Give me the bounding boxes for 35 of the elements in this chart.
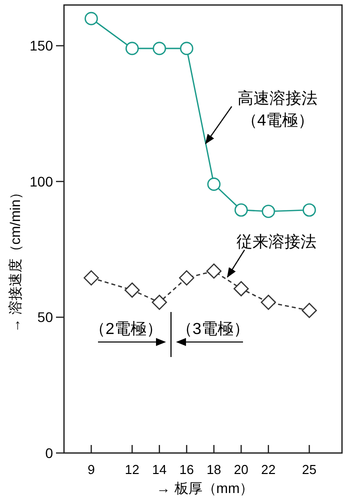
x-tick-label: 25: [302, 462, 317, 477]
annotation: （4電極）: [241, 111, 314, 130]
annotation: （3電極）: [176, 320, 250, 338]
point: [302, 203, 316, 217]
x-tick-label: 18: [206, 462, 222, 477]
series-label: 従来溶接法: [236, 232, 317, 251]
y-axis-title: → 溶接速度（cm/min）: [7, 186, 23, 332]
y-tick-label: 0: [45, 445, 54, 461]
point: [179, 270, 194, 286]
point: [206, 263, 222, 279]
x-tick-label: 12: [124, 462, 140, 477]
point: [84, 270, 99, 286]
point: [302, 302, 317, 318]
x-tick-label: 16: [179, 462, 194, 477]
point: [260, 294, 276, 310]
point: [180, 42, 194, 56]
annotation: （2電極）: [90, 320, 162, 338]
point: [152, 294, 167, 310]
y-tick-label: 150: [30, 38, 54, 54]
point: [207, 178, 221, 191]
point: [124, 282, 140, 298]
x-tick-label: 9: [88, 462, 95, 477]
point: [234, 281, 249, 296]
x-tick-label: 20: [234, 462, 248, 477]
x-tick-label: 14: [152, 462, 167, 477]
text: 高速溶接法: [238, 89, 318, 108]
y-tick-label: 50: [37, 309, 54, 326]
point: [152, 42, 166, 56]
point: [125, 42, 139, 56]
point: [234, 203, 248, 217]
x-tick-label: 22: [261, 462, 276, 477]
point: [84, 12, 98, 26]
point: [262, 204, 276, 218]
y-tick-label: 100: [30, 173, 54, 190]
x-axis-title: → 板厚（mm）: [156, 480, 254, 496]
